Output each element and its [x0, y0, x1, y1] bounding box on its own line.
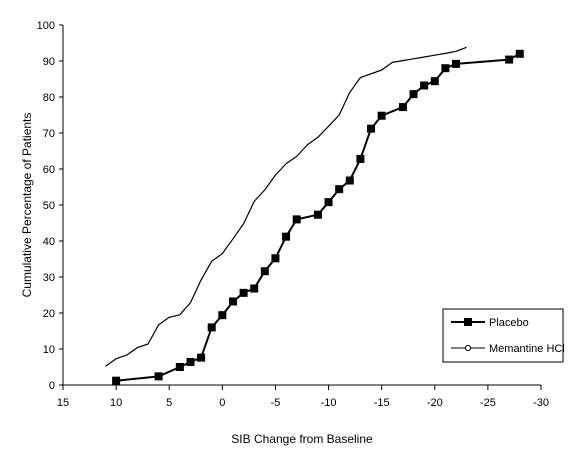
x-tick-label: 0 — [219, 397, 225, 409]
series-placebo — [112, 49, 524, 385]
x-tick-label: -15 — [374, 397, 390, 409]
data-point-placebo — [420, 81, 429, 90]
x-tick-label: 15 — [57, 397, 69, 409]
data-point-placebo — [239, 288, 248, 297]
data-point-placebo — [515, 49, 524, 58]
data-point-placebo — [175, 363, 184, 371]
legend-label-memantine: Memantine HCl — [489, 343, 565, 355]
data-point-placebo — [197, 353, 206, 362]
data-point-placebo — [154, 372, 163, 381]
data-point-placebo — [228, 297, 237, 306]
data-point-placebo — [345, 176, 354, 185]
data-point-placebo — [250, 284, 259, 293]
x-tick-label: -20 — [427, 397, 443, 409]
data-point-placebo — [409, 90, 418, 99]
data-point-placebo — [398, 103, 407, 112]
legend: Placebo Memantine HCl — [442, 308, 565, 363]
data-point-placebo — [260, 267, 269, 276]
legend-entry-placebo: Placebo — [451, 317, 529, 329]
data-point-placebo — [112, 376, 121, 385]
data-point-placebo — [271, 254, 280, 263]
x-tick-label: -30 — [533, 397, 549, 409]
y-tick-label: 70 — [43, 128, 55, 140]
data-point-placebo — [505, 55, 514, 64]
y-tick-label: 90 — [43, 56, 55, 68]
y-axis-title: Cumulative Percentage of Patients — [20, 113, 34, 298]
y-tick-label: 100 — [37, 20, 55, 32]
data-point-placebo — [367, 124, 376, 133]
y-tick-label: 30 — [43, 272, 55, 284]
series-memantine-hcl — [105, 46, 467, 367]
data-point-placebo — [356, 154, 365, 163]
data-point-placebo — [324, 198, 333, 207]
series-line-memantine-hcl — [105, 46, 467, 367]
data-point-placebo — [282, 232, 291, 241]
y-tick-label: 0 — [49, 380, 55, 392]
data-point-placebo — [186, 357, 195, 366]
y-tick-label: 20 — [43, 308, 55, 320]
y-tick-label: 40 — [43, 236, 55, 248]
y-tick-label: 50 — [43, 200, 55, 212]
x-axis-title: SIB Change from Baseline — [231, 432, 373, 446]
data-point-placebo — [430, 77, 439, 86]
y-tick-label: 10 — [43, 344, 55, 356]
data-point-placebo — [218, 311, 227, 320]
legend-marker-placebo — [464, 318, 472, 326]
x-tick-label: -25 — [480, 397, 496, 409]
legend-label-placebo: Placebo — [489, 317, 529, 329]
y-tick-label: 80 — [43, 92, 55, 104]
data-point-placebo — [313, 210, 322, 219]
legend-marker-memantine — [464, 344, 472, 352]
x-tick-label: 5 — [166, 397, 172, 409]
x-tick-label: -5 — [271, 397, 281, 409]
series — [105, 46, 524, 385]
legend-entry-memantine: Memantine HCl — [451, 343, 565, 355]
data-point-placebo — [452, 59, 461, 68]
y-tick-label: 60 — [43, 164, 55, 176]
legend-box — [442, 308, 564, 363]
data-point-placebo — [377, 111, 386, 120]
x-tick-label: 10 — [110, 397, 122, 409]
data-point-placebo — [207, 323, 216, 332]
data-point-placebo — [441, 64, 450, 73]
data-point-placebo — [335, 185, 344, 194]
x-tick-label: -10 — [321, 397, 337, 409]
data-point-placebo — [292, 215, 301, 224]
